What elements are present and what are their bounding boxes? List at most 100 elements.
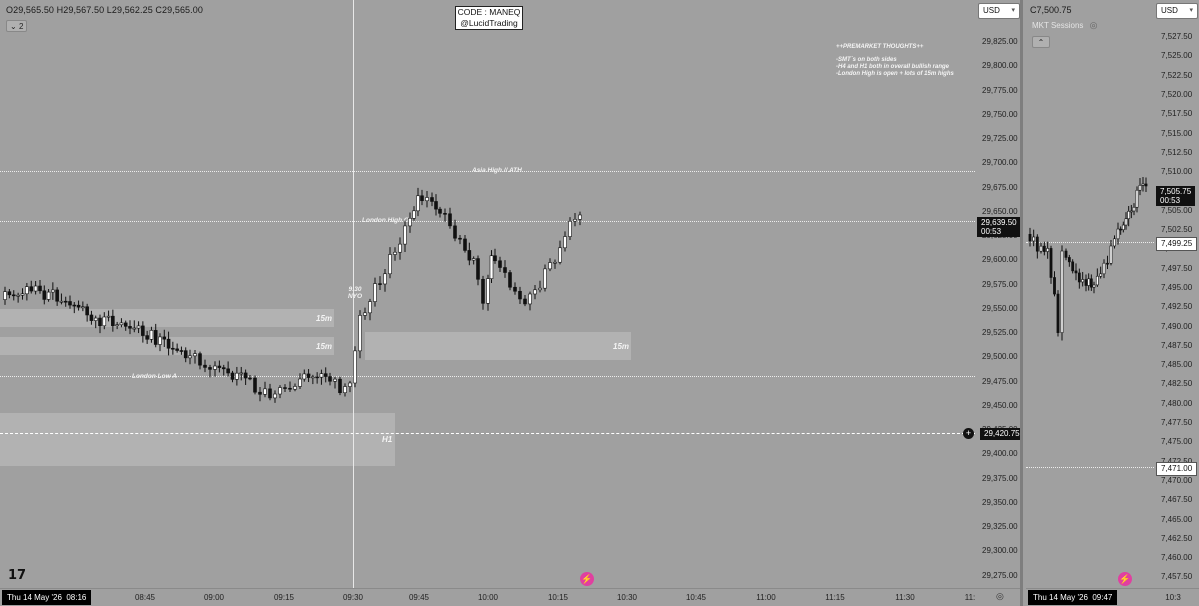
fvg-zone-15m-3	[365, 332, 631, 360]
candle-up	[3, 291, 7, 300]
candle-up	[1060, 250, 1064, 333]
candle-down	[226, 368, 230, 374]
candle-down	[443, 213, 447, 215]
candle-down	[1071, 261, 1075, 272]
candle-up	[188, 355, 192, 359]
h1-zone	[0, 413, 395, 466]
time-axis[interactable]: 08:45 09:00 09:15 09:30 09:45 10:00 10:15 10:30…	[0, 588, 1020, 606]
candle-down	[508, 272, 512, 288]
candle-down	[11, 294, 16, 297]
tradingview-logo-icon[interactable]: 17	[8, 568, 27, 583]
candle-down	[63, 300, 68, 303]
candle-down	[76, 304, 81, 308]
candle-up	[278, 387, 282, 395]
price-tick-label: 7,457.50	[1161, 572, 1193, 582]
candle-up	[1102, 262, 1106, 275]
time-tick-label: 09:15	[273, 593, 295, 602]
secondary-chart-pane[interactable]: C7,500.75 MKT Sessions ◎ ⌃ USD ▾ 7,527.5…	[1026, 0, 1199, 606]
fvg-zone-15m-1	[0, 309, 334, 327]
candle-up	[1127, 210, 1131, 220]
ohlc-readout: O29,565.50 H29,567.50 L29,562.25 C29,565…	[6, 5, 203, 15]
asia-high-line	[0, 171, 975, 172]
price-tick-label: 29,350.00	[982, 497, 1018, 507]
settings-icon[interactable]: ◎	[996, 591, 1004, 601]
candle-up	[368, 301, 372, 314]
price-tick-label: 29,725.00	[982, 134, 1018, 143]
price-tick-label: 29,500.00	[982, 352, 1018, 362]
candle-down	[476, 258, 480, 280]
candle-down	[55, 289, 59, 302]
candle-down	[72, 304, 77, 307]
candle-down	[38, 285, 42, 292]
candle-up	[416, 195, 420, 212]
price-tick-label: 7,517.50	[1161, 109, 1193, 119]
time-tick-label: 09:00	[203, 593, 225, 602]
main-chart-pane[interactable]: O29,565.50 H29,567.50 L29,562.25 C29,565…	[0, 0, 1023, 606]
candle-down	[338, 378, 342, 394]
expand-indicators-button[interactable]: ⌃	[1032, 36, 1050, 48]
london-high-label: London High O	[362, 217, 409, 224]
currency-select[interactable]: USD ▾	[1156, 3, 1198, 19]
candle-up	[263, 388, 267, 395]
flash-icon[interactable]: ⚡	[1118, 572, 1132, 586]
collapse-indicators-button[interactable]: ⌄ 2	[6, 20, 28, 32]
candle-down	[175, 348, 179, 351]
candle-up	[1032, 236, 1036, 242]
price-tick-label: 7,510.00	[1161, 167, 1193, 177]
time-tick-label: 10:45	[685, 593, 707, 602]
candle-up	[20, 293, 25, 296]
candle-down	[458, 237, 462, 240]
candle-down	[208, 367, 212, 370]
candle-up	[115, 324, 119, 327]
price-tick-label: 29,575.00	[982, 279, 1018, 289]
candle-up	[538, 287, 542, 291]
candle-up	[311, 376, 315, 379]
price-tick-label: 29,525.00	[982, 328, 1018, 337]
price-tick-label: 29,825.00	[982, 37, 1018, 46]
price-tick-label: 7,465.00	[1161, 514, 1193, 524]
candle-down	[1053, 277, 1056, 295]
candle-down	[198, 353, 202, 366]
candle-down	[183, 350, 188, 359]
price-tick-label: 29,750.00	[982, 109, 1018, 119]
price-tick-label: 29,600.00	[982, 255, 1018, 265]
eye-hidden-icon[interactable]: ◎	[1089, 20, 1098, 30]
candle-down	[493, 255, 497, 262]
price-tick-label: 7,515.00	[1161, 128, 1193, 138]
candle-down	[85, 306, 89, 316]
candle-up	[46, 291, 51, 300]
cursor-crosshair-line	[0, 433, 975, 434]
last-price-badge: 7,505.75 00:53	[1156, 186, 1196, 206]
candlestick-series	[1028, 177, 1148, 341]
candle-up	[213, 365, 217, 370]
time-tick-label: 10:30	[616, 593, 638, 602]
flash-icon[interactable]: ⚡	[580, 572, 594, 586]
price-tick-label: 7,495.00	[1161, 282, 1193, 292]
candle-down	[463, 238, 467, 251]
candle-up	[119, 322, 124, 326]
zone-label-15m: 15m	[613, 342, 630, 351]
candle-up	[1132, 206, 1136, 212]
candle-up	[16, 294, 20, 297]
price-tick-label: 29,325.00	[982, 522, 1018, 531]
add-alert-icon[interactable]: +	[963, 428, 974, 439]
candle-down	[467, 250, 472, 261]
price-tick-label: 29,375.00	[982, 473, 1018, 483]
candle-down	[145, 335, 149, 340]
candle-up	[543, 268, 547, 289]
price-tick-label: 7,472.50	[1161, 457, 1192, 466]
price-tick-label: 29,675.00	[982, 182, 1018, 192]
candle-down	[1119, 228, 1123, 231]
candle-up	[358, 315, 362, 352]
candle-up	[81, 306, 85, 309]
time-tick-label: 11:30	[895, 593, 915, 602]
candle-down	[89, 314, 94, 321]
price-axis[interactable]: 29,825.00 29,800.00 29,775.00 29,750.00 29,7…	[976, 0, 1020, 590]
candle-up	[403, 225, 407, 245]
candle-down	[1074, 270, 1078, 274]
chevron-down-icon: ▾	[1189, 7, 1193, 14]
price-axis[interactable]: 7,527.50 7,525.00 7,522.50 7,520.00 7,517.50…	[1155, 0, 1199, 590]
time-tick-label: 11:00	[756, 593, 776, 602]
candle-up	[1138, 185, 1142, 191]
currency-select[interactable]: USD ▾	[978, 3, 1020, 19]
